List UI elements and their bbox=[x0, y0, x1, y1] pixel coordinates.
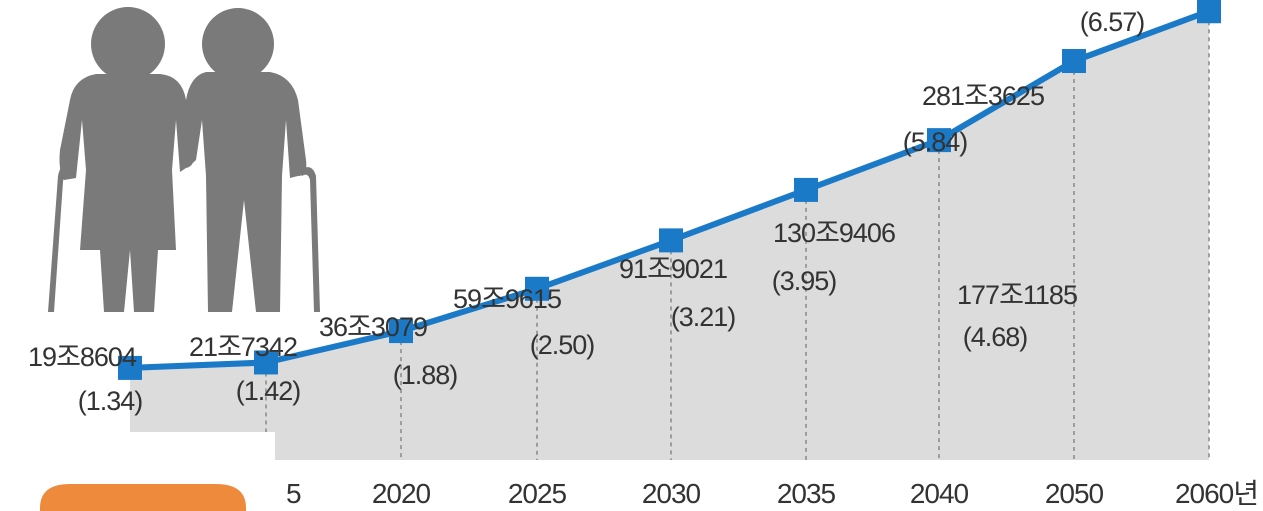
drop-lines bbox=[265, 21, 1210, 460]
data-label-amount: 91조9021 bbox=[619, 254, 727, 284]
x-tick-label: 2050 bbox=[1045, 478, 1104, 509]
data-label-amount: 130조9406 bbox=[773, 218, 895, 248]
data-point-marker bbox=[118, 355, 142, 380]
data-markers bbox=[118, 0, 1221, 380]
data-point-marker bbox=[794, 177, 818, 202]
orange-badge bbox=[40, 484, 246, 511]
data-point-marker bbox=[525, 276, 549, 301]
data-point-marker bbox=[659, 228, 683, 253]
chart-area-fill bbox=[130, 11, 1209, 460]
data-label-ratio: (1.88) bbox=[393, 360, 458, 390]
x-tick-label: 2025 bbox=[508, 478, 567, 509]
data-label-ratio: (3.95) bbox=[772, 266, 837, 296]
data-point-marker bbox=[927, 128, 951, 153]
data-label-amount: 177조1185 bbox=[957, 280, 1077, 310]
data-label-ratio: (2.50) bbox=[530, 330, 595, 360]
data-label-ratio: (4.68) bbox=[963, 322, 1028, 352]
data-point-marker bbox=[1197, 0, 1221, 24]
x-tick-label: 2060년 bbox=[1175, 478, 1258, 509]
data-label-amount: 36조3079 bbox=[319, 312, 427, 342]
data-label-amount: 21조7342 bbox=[189, 332, 297, 362]
data-label-amount: 281조3625 bbox=[922, 81, 1044, 111]
x-tick-label: 2035 bbox=[777, 478, 836, 509]
data-label-ratio: (5.84) bbox=[903, 127, 968, 157]
x-tick-label: 2030 bbox=[642, 478, 701, 509]
x-tick-label: 5 bbox=[286, 478, 301, 509]
data-label-amount: 59조9615 bbox=[453, 284, 561, 314]
data-label-amount: 19조8604 bbox=[28, 342, 137, 372]
data-label-ratio: (3.21) bbox=[671, 302, 736, 332]
data-label-ratio: (1.34) bbox=[78, 386, 143, 416]
data-point-marker bbox=[254, 350, 278, 375]
data-label-ratio: (1.42) bbox=[236, 376, 301, 406]
x-tick-label: 2020 bbox=[372, 478, 431, 509]
x-axis-ticks: 5 2020 2025 2030 2035 2040 2050 2060년 bbox=[286, 478, 1259, 509]
data-labels: 19조8604 21조7342 36조3079 59조9615 91조9021 130조9… bbox=[28, 7, 1145, 416]
data-point-marker bbox=[1062, 49, 1086, 74]
elderly-couple-icon bbox=[48, 7, 320, 312]
x-tick-label: 2040 bbox=[910, 478, 969, 509]
data-label-ratio: (6.57) bbox=[1080, 7, 1145, 37]
data-point-marker bbox=[389, 319, 413, 344]
